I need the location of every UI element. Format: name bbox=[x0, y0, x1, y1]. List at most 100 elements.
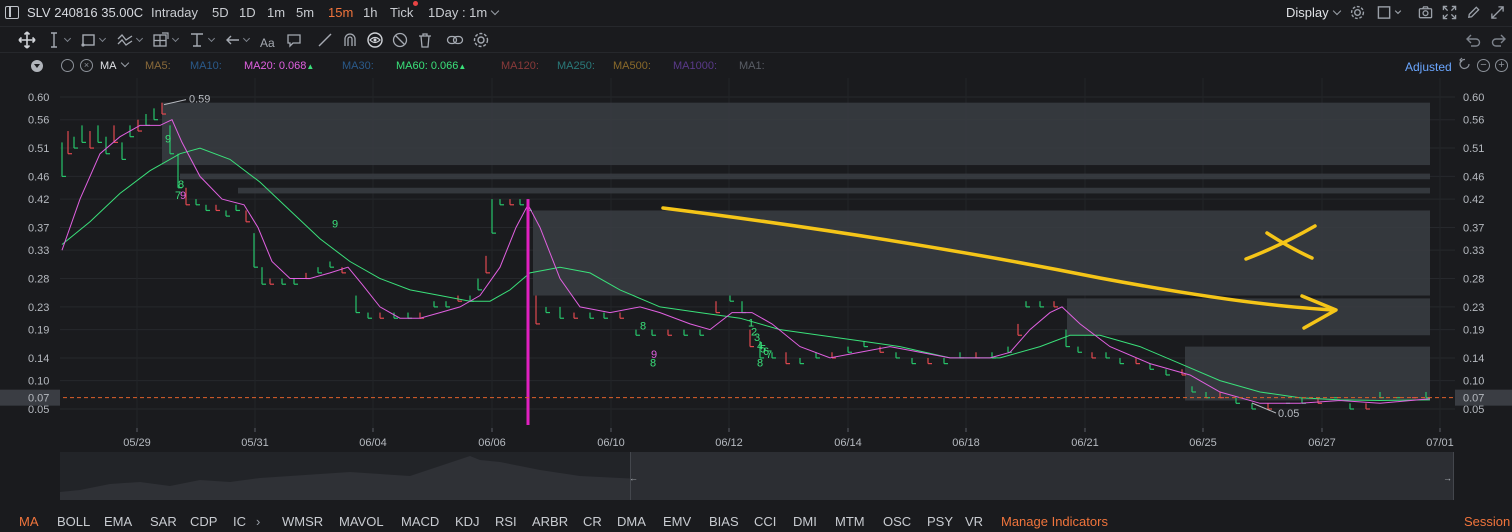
adjusted-toggle[interactable]: Adjusted bbox=[1405, 60, 1452, 74]
tab-cr[interactable]: CR bbox=[583, 514, 602, 529]
zone-rect bbox=[1067, 298, 1430, 336]
settings-icon[interactable] bbox=[1350, 5, 1365, 20]
period-15m[interactable]: 15m bbox=[328, 5, 354, 20]
collapse-icon[interactable] bbox=[31, 60, 43, 72]
eye-icon[interactable] bbox=[366, 31, 384, 49]
tab-ema[interactable]: EMA bbox=[104, 514, 133, 529]
trash-icon[interactable] bbox=[416, 31, 434, 49]
tab-kdj[interactable]: KDJ bbox=[455, 514, 480, 529]
period-intraday[interactable]: Intraday bbox=[151, 5, 198, 20]
chevron-down-icon[interactable] bbox=[171, 34, 180, 43]
chevron-down-icon[interactable] bbox=[135, 34, 144, 43]
tab-mtm[interactable]: MTM bbox=[835, 514, 865, 529]
tab-mavol[interactable]: MAVOL bbox=[339, 514, 384, 529]
magnet-icon[interactable] bbox=[341, 31, 359, 49]
move-icon[interactable] bbox=[18, 31, 36, 49]
tab-cci[interactable]: CCI bbox=[754, 514, 777, 529]
tab-cdp[interactable]: CDP bbox=[190, 514, 218, 529]
ma120-label: MA120: bbox=[501, 60, 539, 72]
tab-arbr[interactable]: ARBR bbox=[532, 514, 569, 529]
cursor-icon[interactable] bbox=[45, 31, 63, 49]
tab-ic[interactable]: IC bbox=[233, 514, 246, 529]
session-button[interactable]: Session bbox=[1464, 514, 1511, 529]
chevron-down-icon[interactable] bbox=[1394, 5, 1402, 20]
ma10-label: MA10: bbox=[190, 60, 222, 72]
legend-ma500: MA500: bbox=[613, 60, 651, 72]
pencil-icon[interactable] bbox=[316, 31, 334, 49]
period-5m[interactable]: 5m bbox=[296, 5, 315, 20]
tab-macd[interactable]: MACD bbox=[401, 514, 440, 529]
tab-ma[interactable]: MA bbox=[19, 514, 39, 529]
y-tick-left: 0.51 bbox=[28, 143, 49, 155]
symbol-title[interactable]: SLV 240816 35.00C bbox=[27, 5, 144, 20]
comment-icon[interactable] bbox=[285, 31, 303, 49]
tab-wmsr[interactable]: WMSR bbox=[282, 514, 324, 529]
sequence-label: 7 bbox=[766, 349, 772, 361]
link-icon[interactable] bbox=[446, 31, 464, 49]
x-tick-label: 06/27 bbox=[1308, 437, 1336, 449]
navigator-handle-right[interactable]: → bbox=[1443, 473, 1452, 483]
y-tick-left: 0.46 bbox=[28, 171, 49, 183]
chevron-down-icon[interactable] bbox=[242, 34, 251, 43]
tab-dma[interactable]: DMA bbox=[617, 514, 646, 529]
period-tick[interactable]: Tick bbox=[390, 5, 414, 20]
reset-icon[interactable] bbox=[1458, 57, 1472, 71]
zoom-out-icon[interactable]: − bbox=[1477, 59, 1490, 72]
expand-icon[interactable] bbox=[1490, 5, 1505, 20]
range-selector[interactable]: 1Day : 1m bbox=[428, 5, 500, 20]
period-1h[interactable]: 1h bbox=[363, 5, 378, 20]
chevron-down-icon[interactable] bbox=[98, 34, 107, 43]
chevron-down-icon[interactable] bbox=[207, 34, 216, 43]
fullscreen-icon[interactable] bbox=[1442, 5, 1457, 20]
y-tick-left: 0.42 bbox=[28, 194, 49, 206]
zone-rect bbox=[162, 102, 1430, 166]
tab-boll[interactable]: BOLL bbox=[57, 514, 91, 529]
tab-sar[interactable]: SAR bbox=[150, 514, 177, 529]
undo-icon[interactable] bbox=[1464, 31, 1482, 49]
indicator-tabs: MA BOLL EMA SAR CDP IC › WMSR MAVOL MACD… bbox=[0, 510, 1512, 532]
user-drawings[interactable] bbox=[526, 199, 1338, 425]
y-tick-right: 0.05 bbox=[1463, 404, 1484, 416]
period-1d[interactable]: 1D bbox=[239, 5, 256, 20]
panel-icon[interactable] bbox=[5, 6, 19, 19]
y-tick-right: 0.37 bbox=[1463, 222, 1484, 234]
draw-icon[interactable] bbox=[1466, 5, 1481, 20]
chevron-down-icon[interactable] bbox=[63, 34, 72, 43]
period-5d[interactable]: 5D bbox=[212, 5, 229, 20]
y-tick-left: 0.33 bbox=[28, 245, 49, 257]
level-icon[interactable] bbox=[188, 31, 206, 49]
sequence-label: 9 bbox=[332, 218, 338, 230]
display-button[interactable]: Display bbox=[1286, 5, 1341, 20]
arrow-left-icon[interactable] bbox=[224, 31, 242, 49]
close-icon[interactable]: × bbox=[80, 59, 93, 72]
tab-vr[interactable]: VR bbox=[965, 514, 984, 529]
indicator-legend: × MA MA5: MA10: MA20: 0.068▲ MA30: MA60:… bbox=[0, 52, 1512, 78]
hide-icon[interactable] bbox=[391, 31, 409, 49]
settings-icon[interactable] bbox=[472, 31, 490, 49]
navigator-window[interactable]: ← → bbox=[629, 452, 1454, 500]
text-icon[interactable]: Aa bbox=[259, 33, 277, 51]
tab-bias[interactable]: BIAS bbox=[709, 514, 739, 529]
display-label: Display bbox=[1286, 5, 1329, 20]
manage-indicators-button[interactable]: Manage Indicators bbox=[1001, 514, 1108, 529]
period-1m[interactable]: 1m bbox=[267, 5, 286, 20]
path-icon[interactable] bbox=[116, 31, 134, 49]
camera-icon[interactable] bbox=[1418, 5, 1433, 20]
tab-rsi[interactable]: RSI bbox=[495, 514, 517, 529]
indicator-name[interactable]: MA bbox=[100, 58, 129, 72]
navigator-handle-left[interactable]: ← bbox=[629, 473, 638, 483]
grid-icon[interactable] bbox=[152, 31, 170, 49]
zoom-in-icon[interactable]: + bbox=[1495, 59, 1508, 72]
settings-icon[interactable] bbox=[61, 59, 74, 72]
rect-icon[interactable] bbox=[80, 31, 98, 49]
tab-osc[interactable]: OSC bbox=[883, 514, 912, 529]
legend-ma1000: MA1000: bbox=[673, 60, 717, 72]
redo-icon[interactable] bbox=[1490, 31, 1508, 49]
tab-dmi[interactable]: DMI bbox=[793, 514, 817, 529]
tab-emv[interactable]: EMV bbox=[663, 514, 692, 529]
sequence-label: 7 bbox=[175, 190, 181, 202]
tab-psy[interactable]: PSY bbox=[927, 514, 954, 529]
chevron-right-icon[interactable]: › bbox=[256, 514, 261, 529]
layout-icon[interactable] bbox=[1377, 5, 1392, 20]
